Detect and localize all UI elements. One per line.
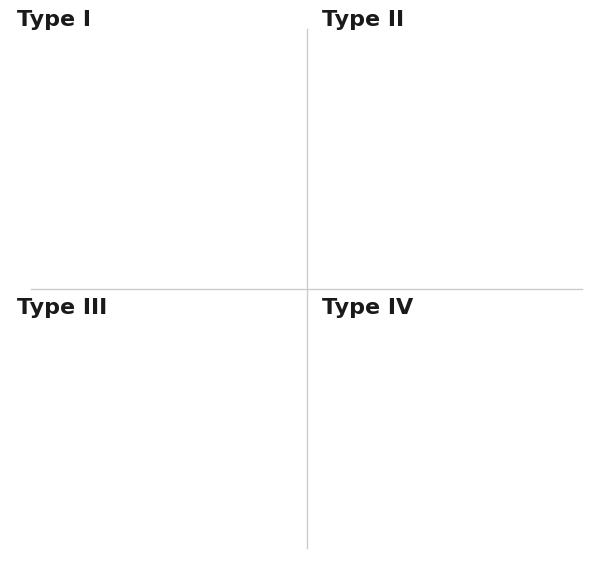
Text: Type III: Type III bbox=[17, 298, 107, 318]
Text: Type I: Type I bbox=[17, 10, 91, 30]
Text: Type IV: Type IV bbox=[322, 298, 414, 318]
Text: Type II: Type II bbox=[322, 10, 405, 30]
